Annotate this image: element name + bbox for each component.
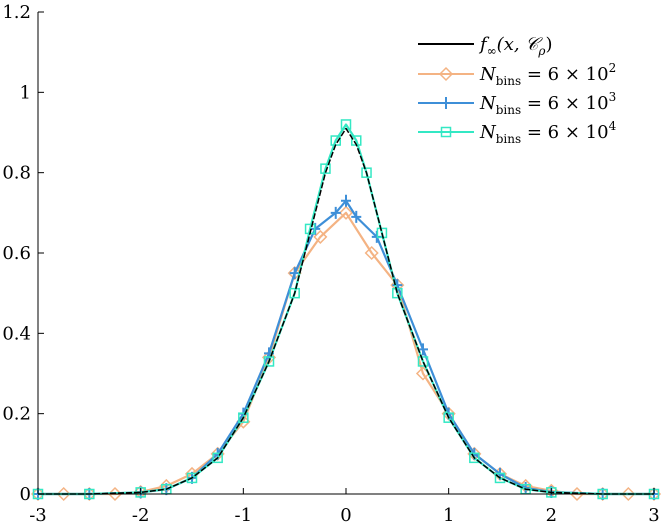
series-3-point — [212, 452, 223, 464]
y-tick-label: 0.8 — [2, 163, 31, 184]
series-1-point — [313, 229, 328, 244]
legend-label: Nbins = 6 × 103 — [479, 90, 616, 117]
series-1-line — [38, 211, 654, 496]
series-3-point — [392, 287, 403, 299]
y-tick-label: 0.2 — [2, 404, 31, 425]
y-tick-label: 0 — [20, 484, 31, 505]
x-tick-label: 2 — [546, 505, 557, 526]
legend-marker — [438, 66, 454, 82]
series-3-point — [417, 356, 429, 367]
legend-item-1: Nbins = 6 × 102 — [418, 61, 616, 88]
series-1-point — [338, 205, 354, 220]
series-0-line — [38, 127, 654, 495]
x-tick-label: 1 — [443, 505, 454, 526]
legend-label: Nbins = 6 × 104 — [479, 119, 617, 146]
legend-label: Nbins = 6 × 102 — [479, 61, 616, 88]
series-2-point — [341, 194, 351, 207]
x-tick-label: -3 — [29, 505, 47, 526]
series-1-point — [364, 245, 379, 261]
series-layer — [30, 119, 662, 502]
series-0 — [38, 127, 654, 495]
series-3-line — [38, 123, 654, 496]
legend-item-2: Nbins = 6 × 103 — [418, 90, 616, 117]
x-tick-label: 3 — [648, 505, 659, 526]
y-tick-label: 0.6 — [2, 243, 31, 264]
axes-layer: -3 -2 -1 0 1 2 3 0 0.2 0.4 0.6 0.8 1 1.2 — [2, 2, 659, 526]
y-tick-label: 1 — [20, 82, 31, 103]
series-1-point — [56, 486, 71, 502]
series-2-point — [418, 343, 428, 356]
legend-item-0: f∞(x, 𝒞ρ) — [418, 34, 553, 58]
series-3-point — [443, 412, 454, 423]
x-tick-label: 0 — [340, 505, 351, 526]
legend-marker — [441, 97, 451, 109]
series-2-point — [351, 210, 362, 223]
series-3-point — [263, 356, 275, 367]
series-3-point — [186, 472, 198, 484]
y-tick-label: 1.2 — [2, 2, 31, 23]
series-3-point — [320, 163, 331, 174]
series-2-point — [330, 206, 341, 219]
series-1 — [30, 205, 662, 502]
series-3-point — [494, 472, 506, 484]
series-3-point — [376, 227, 388, 239]
series-3-point — [546, 487, 557, 498]
y-tick-label: 0.4 — [2, 323, 31, 344]
series-3-point — [361, 167, 372, 178]
legend-marker — [440, 126, 452, 138]
x-tick-label: -2 — [132, 505, 150, 526]
series-3-point — [289, 287, 300, 299]
series-2 — [33, 194, 659, 500]
series-3 — [32, 119, 660, 500]
x-tick-label: -1 — [235, 505, 253, 526]
series-2-point — [289, 267, 300, 280]
legend-item-3: Nbins = 6 × 104 — [418, 119, 617, 146]
legend-label: f∞(x, 𝒞ρ) — [478, 34, 553, 58]
series-2-line — [38, 199, 654, 496]
series-3-point — [469, 452, 480, 464]
series-1-point — [621, 486, 636, 502]
series-3-point — [238, 412, 249, 423]
